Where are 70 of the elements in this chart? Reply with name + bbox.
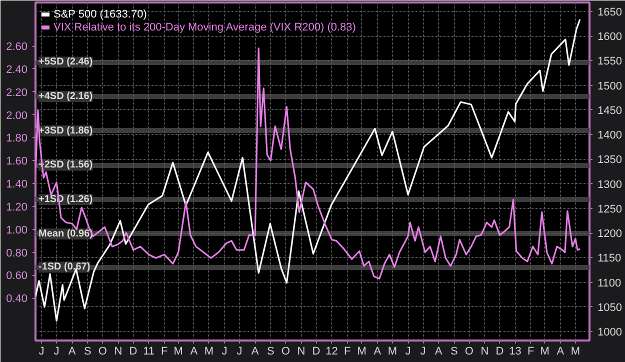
x-tick-label: S [266, 346, 274, 358]
y-tick-label: 1.60 [6, 156, 28, 168]
y-tick-label: 0.80 [6, 247, 28, 260]
y2-tick-label: 1650 [598, 6, 622, 18]
ref-line-label: Mean (0.96) [38, 228, 93, 240]
y-tick-label: 2.60 [6, 41, 28, 54]
line-series [36, 18, 581, 322]
x-tick-label: M [174, 346, 183, 358]
x-tick-label: F [344, 346, 351, 358]
y-tick-label: 2.20 [6, 86, 28, 99]
x-tick-label: N [480, 346, 489, 358]
x-tick-label: A [68, 346, 76, 358]
y2-tick-label: 1150 [598, 252, 622, 265]
x-tick-label: D [496, 346, 504, 358]
y-tick-label: 2.00 [6, 110, 28, 122]
x-tick-label: A [251, 346, 260, 358]
y-tick-label: 1.80 [6, 132, 28, 145]
x-tick-label: J [38, 346, 44, 358]
x-tick-label: J [420, 346, 426, 358]
y2-tick-label: 1400 [598, 130, 622, 142]
ref-line-label: +5SD (2.46) [38, 56, 93, 68]
x-tick-label: M [204, 346, 214, 358]
y2-tick-label: 1200 [598, 228, 622, 240]
x-tick-label: O [98, 346, 108, 358]
x-tick-label: J [236, 346, 242, 358]
line-series [36, 48, 581, 280]
x-tick-label: M [570, 346, 580, 358]
x-tick-label: J [405, 346, 411, 358]
y2-tick-label: 1300 [598, 178, 622, 191]
y-tick-label: 1.40 [6, 178, 28, 191]
y-tick-label: 0.40 [6, 293, 28, 306]
x-tick-label: S [84, 346, 92, 358]
y2-tick-label: 1600 [598, 31, 622, 44]
x-tick-label: N [297, 346, 306, 358]
y2-tick-label: 1000 [598, 326, 622, 339]
x-tick-label: S [450, 346, 458, 358]
legend-label: VIX Relative to its 200-Day Moving Average (VIX R200) (0.83) [54, 22, 356, 34]
x-tick-label: N [114, 346, 122, 358]
x-tick-label: F [160, 346, 168, 358]
x-tick-label: O [464, 346, 474, 358]
x-tick-label: 12 [326, 346, 338, 358]
x-tick-label: D [129, 346, 138, 358]
legend-label: S&P 500 (1633.70) [54, 8, 147, 20]
y2-tick-label: 1250 [598, 203, 622, 216]
y2-tick-label: 1550 [598, 56, 622, 68]
x-tick-label: A [374, 346, 382, 358]
x-tick-label: M [357, 346, 366, 358]
x-tick-label: J [222, 346, 228, 358]
y2-tick-label: 1050 [598, 302, 622, 314]
x-tick-label: O [281, 346, 290, 358]
x-tick-label: 13 [509, 346, 522, 358]
x-tick-label: J [54, 346, 60, 358]
x-tick-label: A [434, 346, 443, 358]
y2-tick-label: 1100 [598, 277, 622, 290]
y2-tick-label: 1350 [598, 154, 622, 166]
ref-line-label: +4SD (2.16) [38, 90, 93, 102]
y2-tick-label: 1450 [598, 104, 622, 117]
y-tick-label: 1.00 [6, 224, 28, 236]
x-tick-label: 11 [143, 346, 155, 358]
ref-line-label: -1SD (0.67) [38, 262, 90, 273]
y-tick-label: 2.40 [6, 64, 28, 76]
y2-tick-label: 1500 [598, 80, 622, 92]
x-tick-label: M [388, 346, 398, 358]
y-tick-label: 1.20 [6, 201, 28, 214]
y-tick-label: 0.60 [6, 270, 28, 282]
x-tick-label: A [190, 346, 198, 358]
x-tick-label: D [312, 346, 320, 358]
x-tick-label: M [540, 346, 550, 358]
x-tick-label: F [527, 346, 534, 358]
x-tick-label: A [556, 346, 565, 358]
